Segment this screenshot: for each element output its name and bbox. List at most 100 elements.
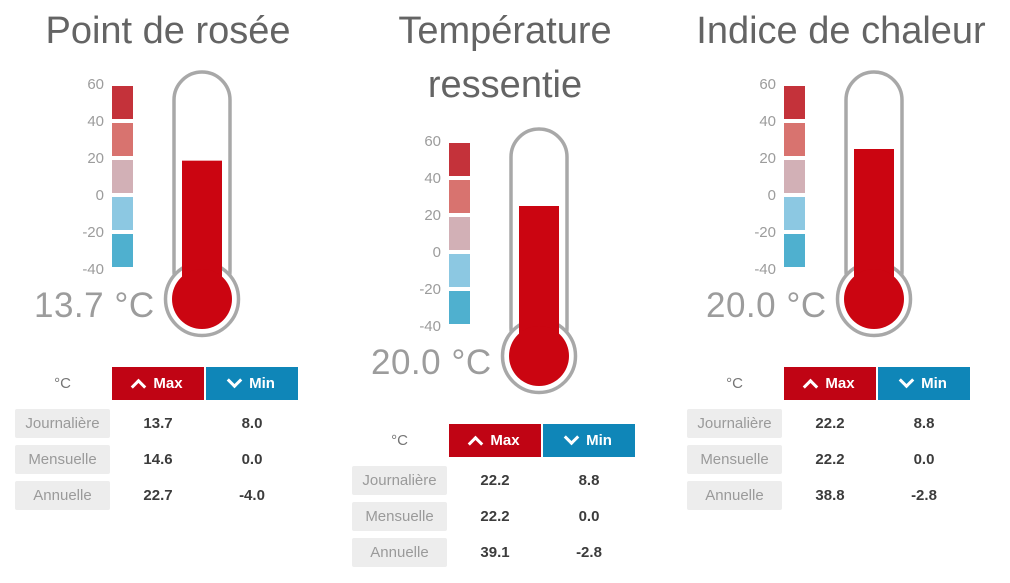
scale-tick-label: -40 <box>82 261 104 278</box>
max-value: 22.2 <box>480 507 510 525</box>
chevron-up-icon <box>131 378 147 395</box>
scale-tick-label: 0 <box>96 187 104 204</box>
row-label-daily: Journalière <box>687 408 782 438</box>
max-value: 22.2 <box>815 414 845 432</box>
unit-label: °C <box>391 432 408 449</box>
row-label-monthly: Mensuelle <box>687 444 782 474</box>
stats-table-header: °C Max Min <box>352 424 635 457</box>
row-label-daily: Journalière <box>352 465 447 495</box>
min-value: 0.0 <box>578 507 600 525</box>
max-button-label: Max <box>825 375 855 392</box>
scale-tick-label: 20 <box>424 207 441 224</box>
min-button-label: Min <box>586 432 612 449</box>
table-row: Annuelle 22.7 -4.0 <box>15 477 298 513</box>
scale-tick-label: -20 <box>82 224 104 241</box>
max-button-label: Max <box>490 432 520 449</box>
current-value: 13.7 °C <box>34 286 155 325</box>
max-button[interactable]: Max <box>112 367 204 400</box>
min-button-label: Min <box>921 375 947 392</box>
scale-segment <box>112 160 133 193</box>
scale-tick-label: 20 <box>759 150 776 167</box>
stats-table: °C Max Min Journalière 22.2 8.8 Mensuell… <box>687 367 970 513</box>
max-value: 22.2 <box>815 450 845 468</box>
panel-title: Point de rosée <box>45 10 291 52</box>
min-value: 0.0 <box>913 450 935 468</box>
scale-tick-label: 60 <box>87 76 104 93</box>
thermometer-figure: 60 40 20 0 -20 -40 <box>419 127 578 395</box>
min-value: -2.8 <box>911 486 937 504</box>
stats-table-header: °C Max Min <box>687 367 970 400</box>
scale-tick-label: 0 <box>768 187 776 204</box>
min-button[interactable]: Min <box>543 424 635 457</box>
row-label-annual: Annuelle <box>687 480 782 510</box>
row-label-annual: Annuelle <box>352 537 447 567</box>
scale-tick-label: -20 <box>754 224 776 241</box>
scale-tick-label: 40 <box>87 113 104 130</box>
table-row: Annuelle 39.1 -2.8 <box>352 534 635 570</box>
max-value: 14.6 <box>143 450 173 468</box>
chevron-up-icon <box>803 378 819 395</box>
table-row: Journalière 22.2 8.8 <box>687 405 970 441</box>
scale-segment <box>449 291 470 324</box>
scale-segment <box>784 197 805 230</box>
scale-segment <box>112 197 133 230</box>
min-value: -4.0 <box>239 486 265 504</box>
max-value: 39.1 <box>480 543 510 561</box>
min-value: 0.0 <box>241 450 263 468</box>
scale-tick-label: 40 <box>759 113 776 130</box>
panel-title: Indice de chaleur <box>696 10 986 52</box>
max-value: 22.2 <box>480 471 510 489</box>
unit-label: °C <box>54 375 71 392</box>
scale-segment <box>784 123 805 156</box>
scale-segment <box>112 123 133 156</box>
scale-tick-label: -20 <box>419 281 441 298</box>
mercury-bulb <box>844 269 904 329</box>
max-value: 38.8 <box>815 486 845 504</box>
table-row: Mensuelle 22.2 0.0 <box>352 498 635 534</box>
stats-table-header: °C Max Min <box>15 367 298 400</box>
scale-tick-label: 40 <box>424 170 441 187</box>
panel-dew-point: Point de rosée 60 40 20 0 -20 -40 13.7 °C °C … <box>0 0 336 583</box>
chevron-down-icon <box>226 372 243 389</box>
scale-tick-label: 20 <box>87 150 104 167</box>
chevron-up-icon <box>468 435 484 452</box>
row-label-annual: Annuelle <box>15 480 110 510</box>
max-value: 22.7 <box>143 486 173 504</box>
scale-segment <box>449 217 470 250</box>
table-row: Annuelle 38.8 -2.8 <box>687 477 970 513</box>
max-button[interactable]: Max <box>449 424 541 457</box>
stats-table: °C Max Min Journalière 13.7 8.0 Mensuell… <box>15 367 298 513</box>
current-value: 20.0 °C <box>371 343 492 382</box>
unit-label: °C <box>726 375 743 392</box>
table-row: Journalière 22.2 8.8 <box>352 462 635 498</box>
scale-segment <box>784 86 805 119</box>
thermometer-figure: 60 40 20 0 -20 -40 <box>754 70 913 338</box>
chevron-down-icon <box>563 429 580 446</box>
scale-tick-label: 60 <box>424 133 441 150</box>
scale-segment <box>449 143 470 176</box>
min-button-label: Min <box>249 375 275 392</box>
scale-segment <box>112 86 133 119</box>
scale-segment <box>449 254 470 287</box>
min-value: 8.0 <box>241 414 263 432</box>
scale-segment <box>449 180 470 213</box>
thermometer-figure: 60 40 20 0 -20 -40 <box>82 70 241 338</box>
max-value: 13.7 <box>143 414 173 432</box>
stats-table: °C Max Min Journalière 22.2 8.8 Mensuell… <box>352 424 635 570</box>
scale-segment <box>784 234 805 267</box>
min-button[interactable]: Min <box>206 367 298 400</box>
scale-segment <box>112 234 133 267</box>
max-button[interactable]: Max <box>784 367 876 400</box>
scale-tick-label: -40 <box>754 261 776 278</box>
min-value: -2.8 <box>576 543 602 561</box>
panel-title: Température ressentie <box>398 10 612 106</box>
min-button[interactable]: Min <box>878 367 970 400</box>
min-value: 8.8 <box>913 414 935 432</box>
current-value: 20.0 °C <box>706 286 827 325</box>
row-label-monthly: Mensuelle <box>352 501 447 531</box>
mercury-bulb <box>509 326 569 386</box>
table-row: Mensuelle 22.2 0.0 <box>687 441 970 477</box>
max-button-label: Max <box>153 375 183 392</box>
panel-feels-like: Température ressentie 60 40 20 0 -20 -40 20.0… <box>337 0 673 583</box>
